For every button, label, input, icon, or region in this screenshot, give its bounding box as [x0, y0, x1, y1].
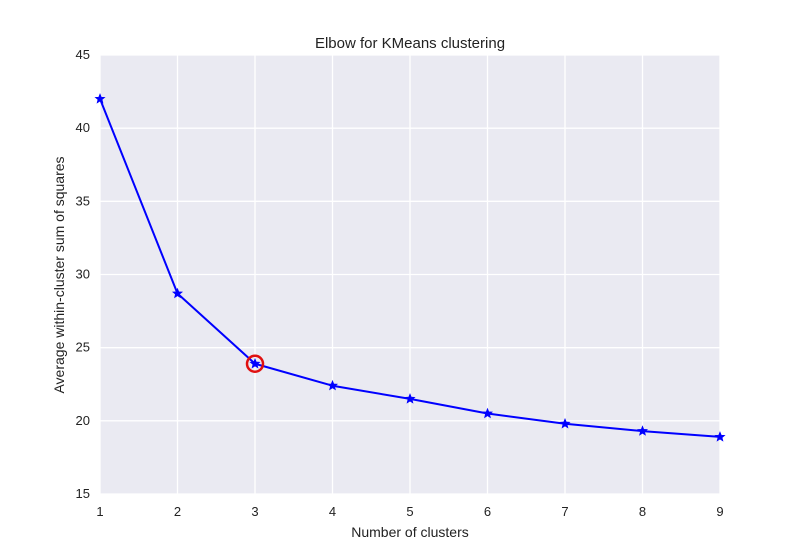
chart-title: Elbow for KMeans clustering — [315, 35, 505, 52]
y-tick-label: 35 — [76, 193, 90, 208]
x-tick-label: 7 — [561, 504, 568, 519]
y-tick-label: 30 — [76, 267, 90, 282]
highlight-layer — [245, 354, 265, 374]
x-tick-label: 8 — [639, 504, 646, 519]
y-tick-label: 15 — [76, 486, 90, 501]
y-tick-labels: 15 20 25 30 35 40 45 — [76, 47, 90, 501]
x-tick-labels: 1 2 3 4 5 6 7 8 9 — [96, 504, 723, 519]
x-tick-label: 9 — [716, 504, 723, 519]
x-tick-label: 3 — [251, 504, 258, 519]
y-tick-label: 40 — [76, 120, 90, 135]
data-point — [559, 417, 571, 429]
x-tick-label: 2 — [174, 504, 181, 519]
y-tick-label: 45 — [76, 47, 90, 62]
elbow-highlight-marker — [245, 354, 265, 374]
x-tick-label: 1 — [96, 504, 103, 519]
x-tick-label: 5 — [406, 504, 413, 519]
y-tick-label: 25 — [76, 340, 90, 355]
marker-layer — [94, 93, 726, 442]
data-point — [636, 425, 649, 436]
data-point — [326, 379, 339, 391]
data-point — [171, 287, 184, 299]
data-point — [249, 357, 261, 369]
grid-lines — [99, 54, 721, 495]
x-axis-label: Number of clusters — [351, 524, 468, 540]
data-point — [404, 393, 416, 404]
x-tick-label: 4 — [329, 504, 336, 519]
y-axis-label: Average within-cluster sum of squares — [51, 156, 67, 393]
y-tick-label: 20 — [76, 413, 90, 428]
data-point — [94, 93, 106, 104]
data-point — [714, 431, 726, 442]
data-point — [481, 407, 494, 419]
x-tick-label: 6 — [484, 504, 491, 519]
